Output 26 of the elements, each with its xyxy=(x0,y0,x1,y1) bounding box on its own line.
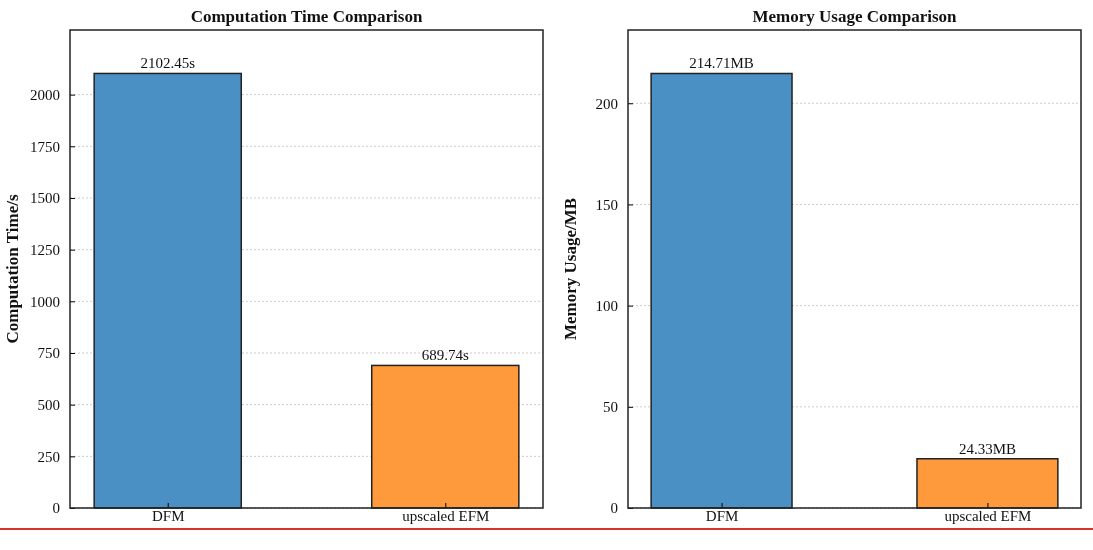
chart-title: Memory Usage Comparison xyxy=(752,7,958,26)
x-tick-label: upscaled EFM xyxy=(402,507,490,524)
y-tick-label: 0 xyxy=(610,500,618,517)
y-tick-label: 2000 xyxy=(30,86,60,103)
y-tick-label: 200 xyxy=(595,95,618,112)
y-tick-label: 0 xyxy=(52,500,60,517)
y-tick-label: 150 xyxy=(595,196,618,213)
y-tick-label: 100 xyxy=(595,297,618,314)
data-label: 214.71MB xyxy=(689,55,754,72)
y-tick-label: 250 xyxy=(37,448,60,465)
y-tick-label: 1000 xyxy=(30,293,60,310)
chart-title: Computation Time Comparison xyxy=(190,7,423,26)
x-tick-label: DFM xyxy=(705,507,739,524)
y-axis-title: Computation Time/s xyxy=(3,194,22,344)
y-axis-title: Memory Usage/MB xyxy=(561,197,580,341)
x-tick-label: DFM xyxy=(151,507,185,524)
y-tick-label: 1750 xyxy=(30,138,60,155)
data-label: 689.74s xyxy=(421,347,469,364)
y-tick-label: 1250 xyxy=(30,241,60,258)
y-tick-label: 50 xyxy=(603,399,618,416)
y-tick-label: 500 xyxy=(37,396,60,413)
data-label: 24.33MB xyxy=(958,440,1016,457)
y-tick-label: 1500 xyxy=(30,190,60,207)
data-label: 2102.45s xyxy=(140,55,196,72)
y-tick-label: 750 xyxy=(37,345,60,362)
x-tick-label: upscaled EFM xyxy=(944,507,1032,524)
